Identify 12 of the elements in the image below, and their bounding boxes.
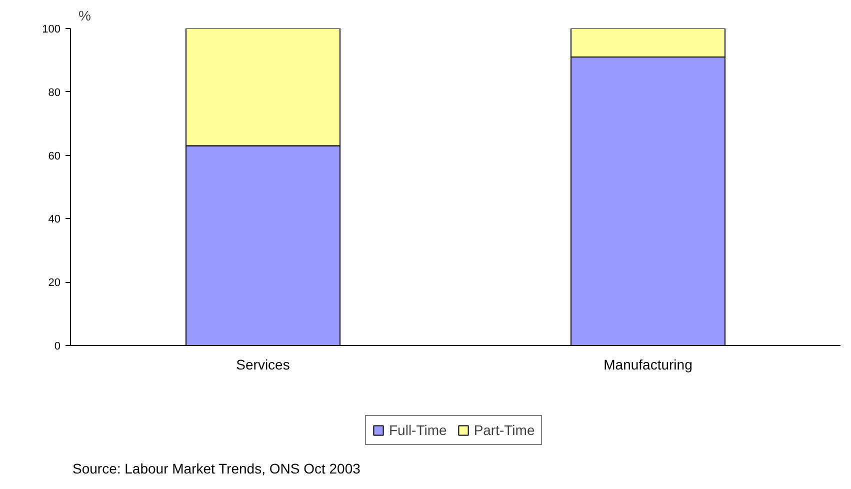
legend-label: Full-Time	[389, 422, 447, 438]
x-tick-label: Services	[236, 356, 290, 372]
y-tick-label: 0	[54, 340, 61, 352]
y-tick-label: 60	[48, 150, 61, 162]
legend-label: Part-Time	[474, 422, 535, 438]
y-tick-label: 100	[42, 24, 61, 36]
y-tick-label: 80	[48, 86, 61, 99]
y-tick-label: 20	[48, 277, 61, 290]
y-tick-label: 40	[48, 214, 61, 226]
y-axis-title: %	[78, 8, 91, 24]
x-tick-label: Manufacturing	[604, 356, 692, 372]
source-note: Source: Labour Market Trends, ONS Oct 2003	[72, 460, 361, 476]
